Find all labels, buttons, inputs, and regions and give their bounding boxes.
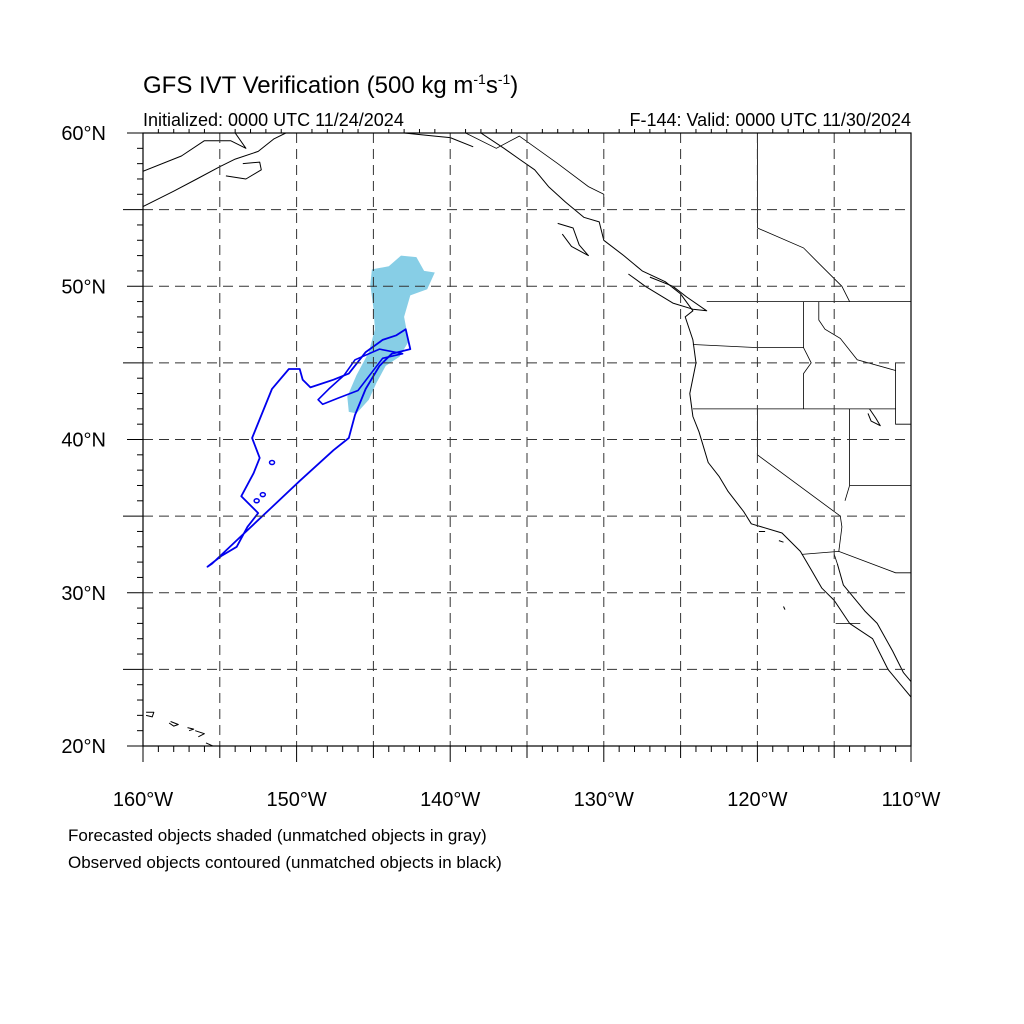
initialized-label: Initialized: 0000 UTC 11/24/2024 bbox=[143, 110, 404, 130]
coastline-11 bbox=[187, 727, 195, 732]
border-line-3 bbox=[757, 408, 843, 552]
lat-label-3: 30°N bbox=[61, 583, 106, 605]
lat-label-2: 40°N bbox=[61, 430, 106, 452]
coastline-7 bbox=[350, 133, 474, 148]
map-content bbox=[143, 133, 911, 746]
lat-label-4: 20°N bbox=[61, 736, 106, 758]
observed-object-blob-0 bbox=[268, 459, 276, 466]
coastline-3 bbox=[557, 222, 589, 257]
title-main: GFS IVT Verification (500 kg m bbox=[143, 72, 474, 99]
coastline-14 bbox=[778, 540, 784, 543]
coastline-1 bbox=[836, 563, 911, 682]
border-line-7 bbox=[895, 362, 911, 425]
lon-label-4: 120°W bbox=[727, 789, 787, 811]
forecast-caption: Forecasted objects shaded (unmatched obj… bbox=[68, 826, 487, 845]
lon-label-3: 130°W bbox=[574, 789, 634, 811]
title-end: ) bbox=[510, 72, 519, 99]
border-line-1 bbox=[692, 344, 812, 409]
title-exponent-1: -1 bbox=[473, 71, 486, 87]
title-exponent-2: -1 bbox=[497, 71, 511, 87]
lat-label-1: 50°N bbox=[61, 276, 106, 298]
border-line-5 bbox=[818, 301, 896, 371]
coastline-12 bbox=[195, 730, 205, 738]
coastline-2 bbox=[628, 273, 708, 312]
coastline-17 bbox=[867, 408, 881, 427]
observed-object-contour bbox=[206, 328, 412, 568]
observed-object-inner-contour bbox=[317, 348, 404, 406]
lon-label-2: 140°W bbox=[420, 789, 480, 811]
lon-label-1: 150°W bbox=[266, 789, 326, 811]
border-line-12 bbox=[833, 554, 838, 564]
coastline-9 bbox=[145, 711, 155, 718]
coastline-5 bbox=[143, 133, 287, 208]
lon-label-5: 110°W bbox=[882, 789, 941, 811]
border-line-10 bbox=[465, 133, 605, 205]
coastline-13 bbox=[205, 742, 215, 746]
forecast-object-shading bbox=[347, 255, 435, 414]
lat-label-0: 60°N bbox=[61, 123, 106, 145]
coastline-10 bbox=[168, 721, 179, 727]
border-line-6 bbox=[844, 408, 850, 501]
lon-label-0: 160°W bbox=[113, 789, 173, 811]
coastline-0 bbox=[480, 133, 911, 698]
observed-object-blob-2 bbox=[253, 498, 260, 504]
coastline-16 bbox=[783, 606, 786, 610]
observed-caption: Observed objects contoured (unmatched ob… bbox=[68, 853, 502, 872]
observed-object-blob-1 bbox=[259, 491, 267, 498]
coastline-4 bbox=[143, 133, 247, 172]
title-mid: s bbox=[485, 72, 498, 99]
coastline-6 bbox=[225, 161, 262, 180]
border-line-11 bbox=[757, 133, 850, 302]
border-line-9 bbox=[801, 550, 911, 574]
valid-time-label: F-144: Valid: 0000 UTC 11/30/2024 bbox=[629, 110, 911, 130]
map-title: GFS IVT Verification (500 kg m-1s-1) bbox=[143, 72, 518, 100]
